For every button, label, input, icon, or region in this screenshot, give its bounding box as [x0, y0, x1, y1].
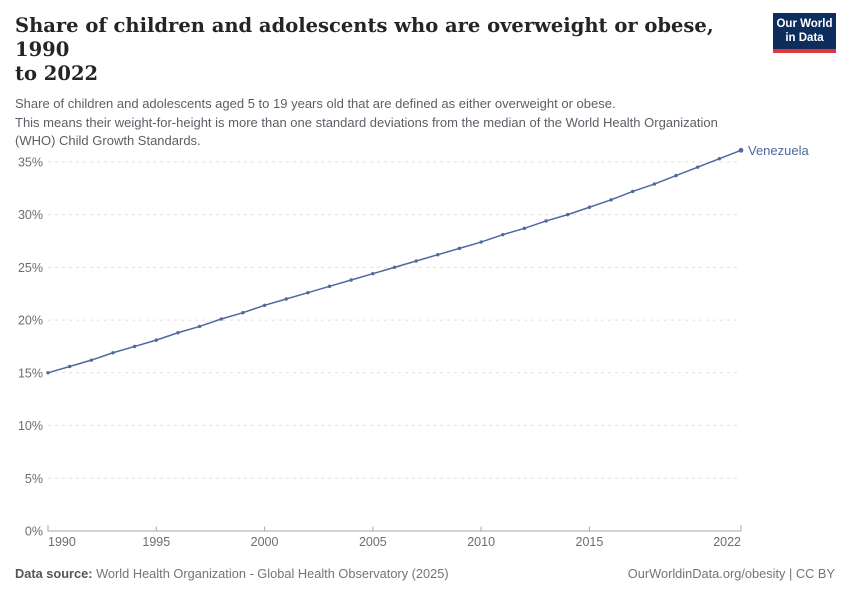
x-tick-label: 2005 [359, 535, 387, 549]
data-point[interactable] [349, 278, 353, 282]
data-point[interactable] [219, 317, 223, 321]
subtitle-line2: This means their weight-for-height is mo… [15, 114, 718, 130]
data-point[interactable] [154, 338, 158, 342]
subtitle-line3: (WHO) Child Growth Standards. [15, 132, 201, 148]
data-point[interactable] [284, 297, 288, 301]
data-point[interactable] [262, 303, 267, 308]
y-tick-label: 30% [18, 208, 43, 222]
y-tick-label: 20% [18, 314, 43, 328]
data-source-label: Data source: [15, 566, 93, 581]
data-point[interactable] [544, 219, 548, 223]
data-point[interactable] [327, 284, 332, 289]
data-point[interactable] [392, 265, 397, 270]
data-point[interactable] [436, 252, 440, 257]
data-point[interactable] [132, 344, 137, 349]
x-tick-label: 1990 [48, 535, 76, 549]
data-source-text: World Health Organization - Global Healt… [92, 566, 449, 581]
data-point[interactable] [609, 198, 613, 202]
data-point[interactable] [46, 371, 50, 375]
chart-title: Share of children and adolescents who ar… [15, 14, 835, 85]
x-tick-label: 2000 [251, 535, 279, 549]
data-point[interactable] [652, 182, 657, 186]
owid-logo-line2: in Data [785, 31, 824, 44]
data-point[interactable] [89, 358, 94, 362]
data-point[interactable] [566, 212, 570, 217]
chart-header: Share of children and adolescents who ar… [0, 0, 850, 150]
data-point[interactable] [695, 165, 700, 169]
footer-link[interactable]: OurWorldinData.org/obesity | CC BY [627, 566, 835, 581]
y-tick-label: 10% [18, 419, 43, 433]
owid-logo-stripe [773, 49, 836, 53]
data-point[interactable] [241, 310, 245, 315]
data-point[interactable] [717, 157, 722, 161]
data-point[interactable] [111, 351, 115, 355]
data-point[interactable] [371, 271, 375, 276]
data-point[interactable] [501, 232, 505, 237]
data-point[interactable] [457, 246, 462, 251]
y-tick-label: 5% [25, 472, 43, 486]
data-point[interactable] [587, 205, 592, 209]
data-point[interactable] [67, 364, 72, 369]
data-point[interactable] [306, 290, 310, 295]
chart-title-line1: Share of children and adolescents who ar… [15, 14, 714, 61]
x-tick-label: 2010 [467, 535, 495, 549]
data-point[interactable] [738, 147, 744, 153]
subtitle-line1: Share of children and adolescents aged 5… [15, 96, 616, 112]
entity-label-venezuela[interactable]: Venezuela [748, 143, 809, 158]
line-chart[interactable]: 0% 5% 10% 15% 20% 25% 30% 35% 1990 1995 2000 2005 20… [0, 140, 850, 560]
data-point[interactable] [197, 324, 202, 329]
data-line-venezuela[interactable] [47, 149, 742, 374]
owid-logo-line1: Our World [776, 18, 833, 30]
chart-footer: Data source: World Health Organization -… [15, 566, 835, 581]
data-point[interactable] [522, 226, 527, 231]
data-point[interactable] [631, 189, 635, 194]
chart-title-line2: to 2022 [15, 61, 99, 85]
y-tick-label: 35% [18, 155, 43, 169]
owid-logo[interactable]: Our World in Data [773, 13, 836, 53]
x-tick-label: 2022 [713, 535, 741, 549]
y-tick-label: 15% [18, 366, 43, 380]
data-source: Data source: World Health Organization -… [15, 566, 449, 581]
x-tick-label: 1995 [142, 535, 170, 549]
chart-subtitle: Share of children and adolescents aged 5… [15, 95, 835, 150]
data-point[interactable] [176, 331, 180, 335]
data-point[interactable] [414, 259, 418, 263]
y-tick-label: 25% [18, 261, 43, 275]
data-point[interactable] [479, 240, 483, 244]
x-tick-label: 2015 [576, 535, 604, 549]
data-point[interactable] [674, 173, 678, 178]
y-tick-label: 0% [25, 525, 43, 539]
